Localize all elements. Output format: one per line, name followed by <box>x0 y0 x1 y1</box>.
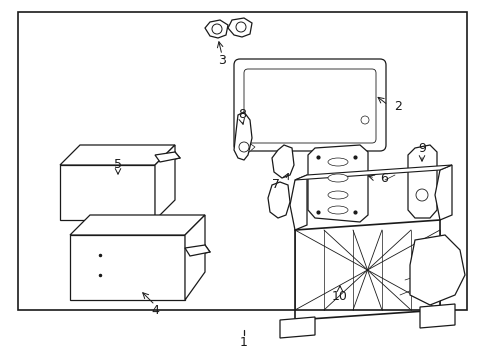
Polygon shape <box>409 235 464 305</box>
Text: 8: 8 <box>238 108 245 122</box>
Polygon shape <box>434 165 451 220</box>
Polygon shape <box>271 145 293 178</box>
Text: 6: 6 <box>379 171 387 184</box>
Text: 3: 3 <box>218 54 225 67</box>
Text: 9: 9 <box>417 143 425 156</box>
Polygon shape <box>184 245 209 256</box>
Polygon shape <box>419 304 454 328</box>
Circle shape <box>415 189 427 201</box>
Polygon shape <box>155 152 180 162</box>
Circle shape <box>236 22 245 32</box>
FancyBboxPatch shape <box>234 59 385 151</box>
Text: 1: 1 <box>240 337 247 350</box>
Polygon shape <box>204 20 227 38</box>
Ellipse shape <box>327 191 347 199</box>
Bar <box>18 12 466 310</box>
Text: 2: 2 <box>393 100 401 113</box>
Polygon shape <box>184 215 204 300</box>
Polygon shape <box>70 235 184 300</box>
Polygon shape <box>280 317 314 338</box>
Polygon shape <box>60 145 175 165</box>
Circle shape <box>212 24 222 34</box>
Polygon shape <box>155 145 175 220</box>
Polygon shape <box>227 18 251 37</box>
Polygon shape <box>289 175 306 230</box>
Polygon shape <box>407 145 436 218</box>
Polygon shape <box>294 165 451 180</box>
FancyBboxPatch shape <box>244 69 375 143</box>
Ellipse shape <box>327 206 347 214</box>
Polygon shape <box>267 182 289 218</box>
Text: 5: 5 <box>114 158 122 171</box>
Circle shape <box>239 142 248 152</box>
Polygon shape <box>60 165 155 220</box>
Text: 4: 4 <box>151 305 159 318</box>
Polygon shape <box>307 145 367 222</box>
Circle shape <box>360 116 368 124</box>
Text: 10: 10 <box>331 289 347 302</box>
Polygon shape <box>234 112 251 160</box>
Ellipse shape <box>327 174 347 182</box>
Polygon shape <box>238 140 254 153</box>
Ellipse shape <box>327 158 347 166</box>
Text: 7: 7 <box>271 177 280 190</box>
Polygon shape <box>70 215 204 235</box>
